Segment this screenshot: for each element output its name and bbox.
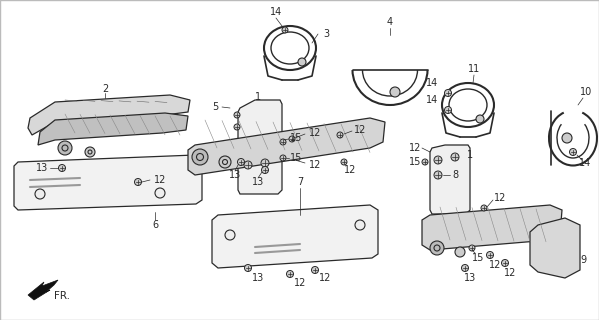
Circle shape — [355, 220, 365, 230]
Text: 3: 3 — [323, 29, 329, 39]
Text: 14: 14 — [426, 78, 438, 88]
Polygon shape — [188, 118, 385, 175]
Polygon shape — [38, 113, 188, 145]
Circle shape — [244, 265, 252, 271]
Text: 12: 12 — [294, 278, 306, 288]
Text: 12: 12 — [354, 125, 366, 135]
Circle shape — [280, 139, 286, 145]
Text: 12: 12 — [154, 175, 166, 185]
Polygon shape — [28, 95, 190, 135]
Circle shape — [434, 171, 442, 179]
Text: 12: 12 — [504, 268, 516, 278]
Text: 1: 1 — [467, 150, 473, 160]
Text: 12: 12 — [494, 193, 506, 203]
Text: 10: 10 — [580, 87, 592, 97]
Circle shape — [337, 132, 343, 138]
Circle shape — [244, 161, 252, 169]
Circle shape — [237, 158, 244, 165]
Text: 14: 14 — [426, 95, 438, 105]
Text: 15: 15 — [290, 133, 302, 143]
Text: 6: 6 — [152, 220, 158, 230]
Circle shape — [155, 188, 165, 198]
Circle shape — [434, 156, 442, 164]
Circle shape — [286, 270, 294, 277]
Text: 12: 12 — [409, 143, 421, 153]
Circle shape — [192, 149, 208, 165]
Circle shape — [58, 141, 72, 155]
Text: 15: 15 — [290, 153, 302, 163]
Text: 11: 11 — [468, 64, 480, 74]
Circle shape — [444, 90, 452, 97]
Circle shape — [59, 164, 65, 172]
Circle shape — [35, 189, 45, 199]
Text: 13: 13 — [252, 177, 264, 187]
Circle shape — [451, 153, 459, 161]
Circle shape — [85, 147, 95, 157]
Text: 2: 2 — [102, 84, 108, 94]
Polygon shape — [238, 100, 282, 194]
Text: 12: 12 — [309, 160, 321, 170]
Text: 15: 15 — [472, 253, 484, 263]
Circle shape — [234, 124, 240, 130]
Circle shape — [461, 265, 468, 271]
Circle shape — [469, 245, 475, 251]
Text: 15: 15 — [409, 157, 421, 167]
Polygon shape — [14, 155, 202, 210]
Text: 12: 12 — [489, 260, 501, 270]
Text: 13: 13 — [229, 170, 241, 180]
Text: 4: 4 — [387, 17, 393, 27]
Text: 13: 13 — [252, 273, 264, 283]
Circle shape — [261, 159, 269, 167]
Text: 1: 1 — [255, 92, 261, 102]
Circle shape — [481, 205, 487, 211]
Circle shape — [219, 156, 231, 168]
Circle shape — [390, 87, 400, 97]
Polygon shape — [422, 205, 562, 250]
Text: 12: 12 — [309, 128, 321, 138]
Polygon shape — [430, 145, 470, 214]
Text: 7: 7 — [297, 177, 303, 187]
Circle shape — [444, 107, 452, 114]
Circle shape — [225, 230, 235, 240]
Circle shape — [570, 148, 576, 156]
Circle shape — [341, 159, 347, 165]
Polygon shape — [530, 218, 580, 278]
Circle shape — [311, 267, 319, 274]
Polygon shape — [212, 205, 378, 268]
Circle shape — [562, 133, 572, 143]
Text: 14: 14 — [270, 7, 282, 17]
Circle shape — [135, 179, 141, 186]
Circle shape — [486, 252, 494, 259]
Polygon shape — [28, 280, 58, 300]
Text: 13: 13 — [464, 273, 476, 283]
Circle shape — [289, 136, 295, 142]
Circle shape — [455, 247, 465, 257]
Text: 13: 13 — [36, 163, 48, 173]
Circle shape — [298, 58, 306, 66]
Circle shape — [282, 27, 288, 33]
Circle shape — [262, 166, 268, 173]
Circle shape — [422, 159, 428, 165]
Text: 14: 14 — [579, 158, 591, 168]
Text: 5: 5 — [212, 102, 218, 112]
Circle shape — [280, 155, 286, 161]
Text: 9: 9 — [580, 255, 586, 265]
Text: 12: 12 — [319, 273, 331, 283]
Text: 12: 12 — [344, 165, 356, 175]
Circle shape — [501, 260, 509, 267]
Circle shape — [476, 115, 484, 123]
Circle shape — [234, 112, 240, 118]
Circle shape — [430, 241, 444, 255]
Text: FR.: FR. — [54, 291, 70, 301]
Text: 8: 8 — [452, 170, 458, 180]
